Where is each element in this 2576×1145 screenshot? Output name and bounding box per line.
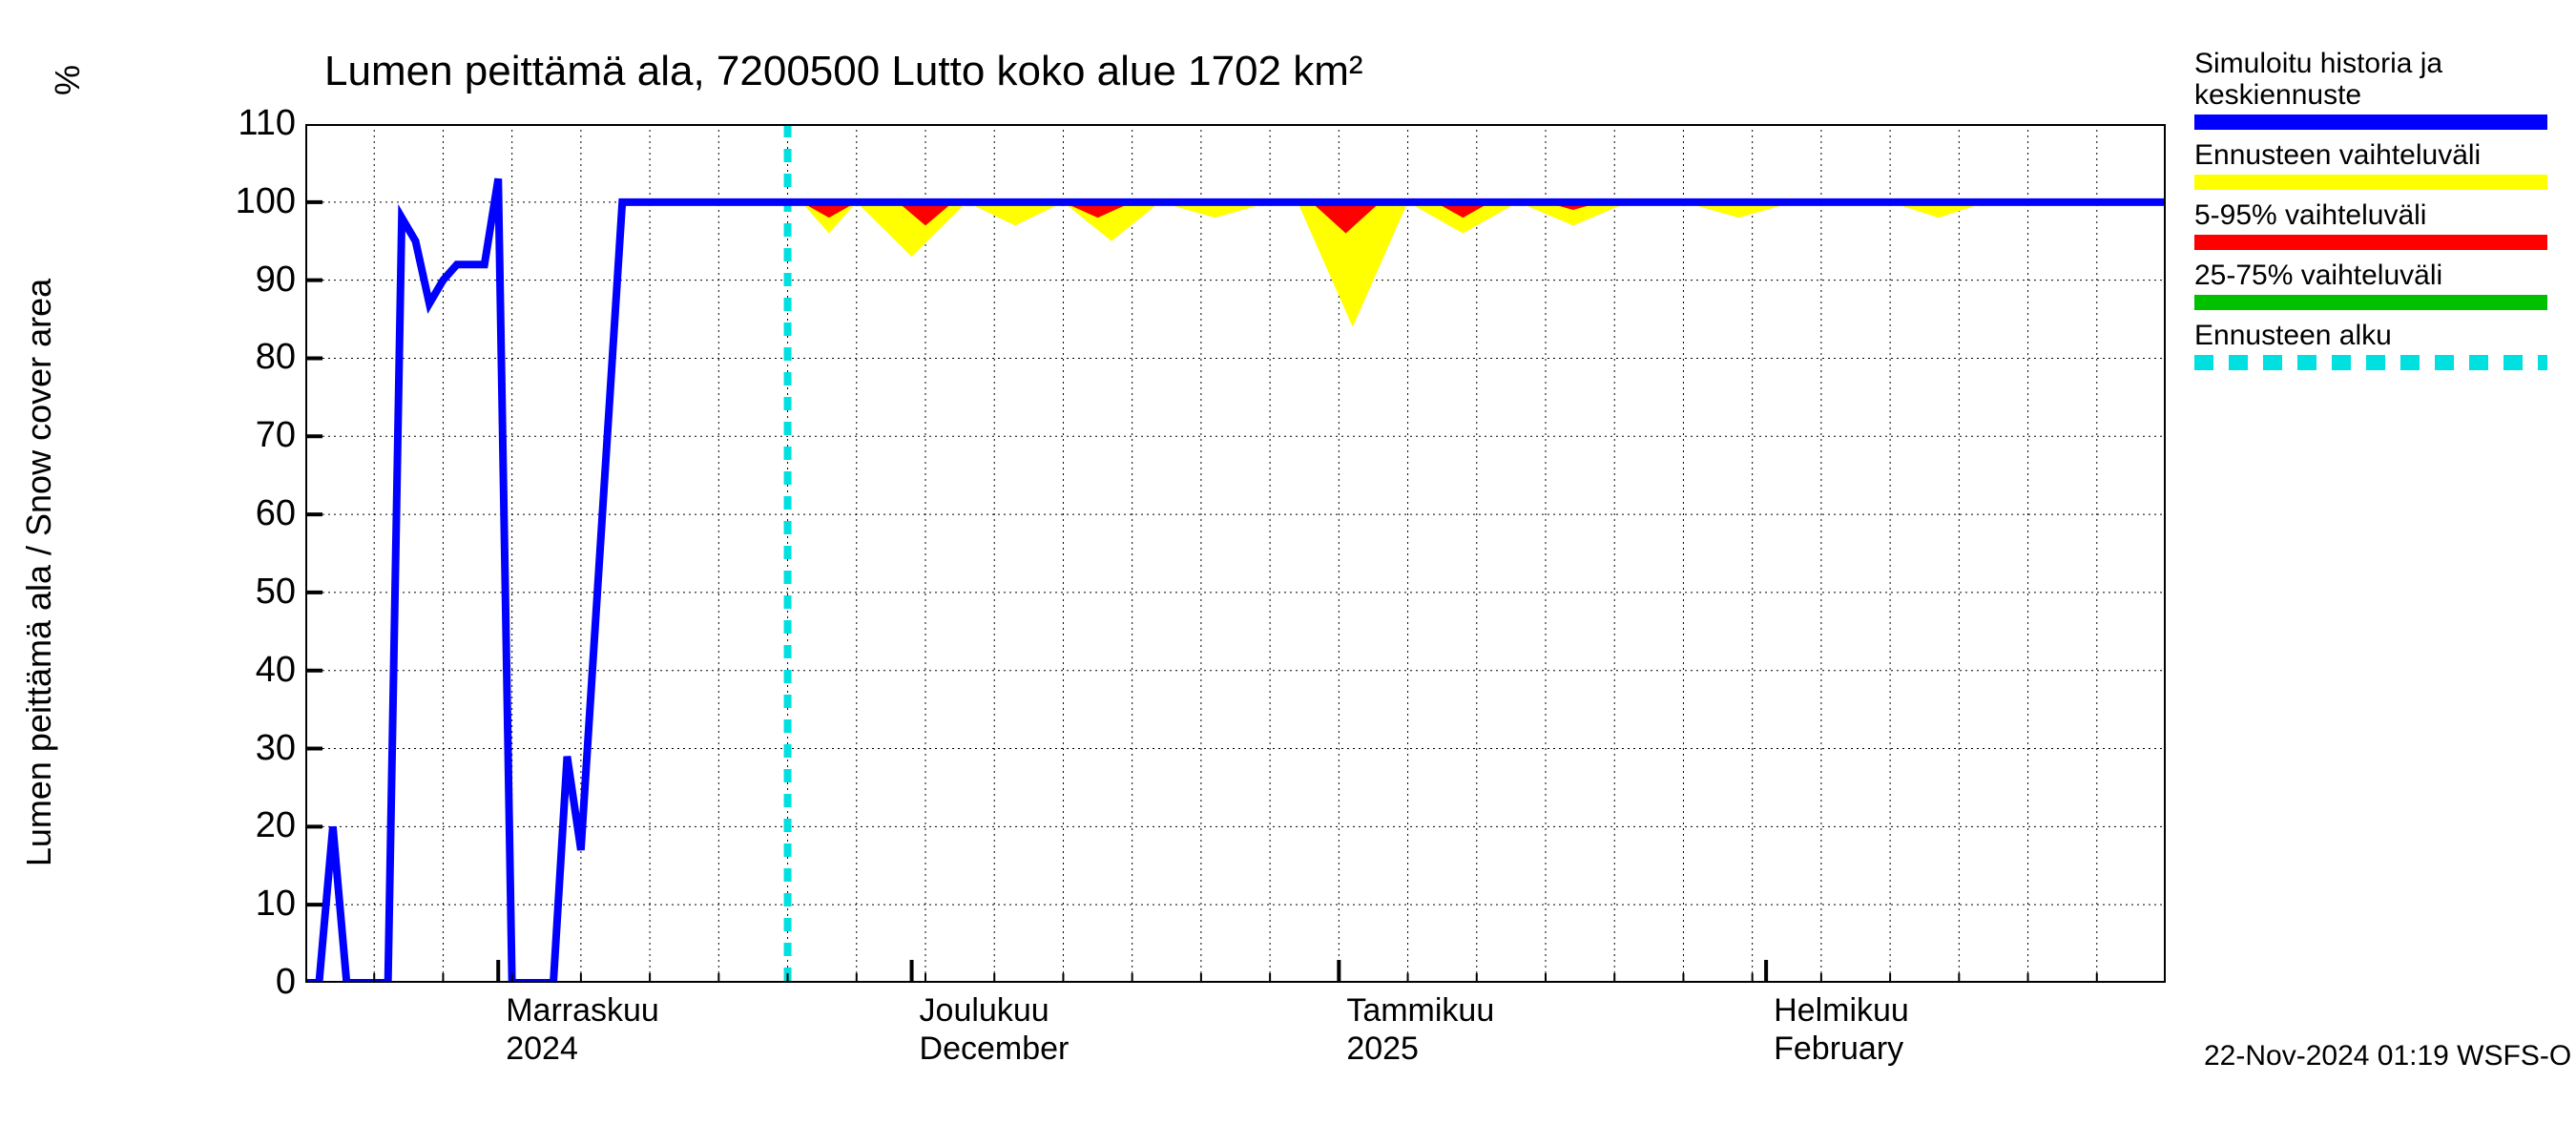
y-tick-label: 10: [210, 884, 296, 925]
legend-item: 25-75% vaihteluväli: [2194, 260, 2557, 310]
y-tick-label: 60: [210, 493, 296, 534]
plot-area: [305, 124, 2166, 983]
x-tick-sublabel: December: [920, 1030, 1070, 1068]
legend-label: Simuloitu historia ja keskiennuste: [2194, 48, 2557, 111]
legend-label: Ennusteen alku: [2194, 320, 2557, 351]
x-tick-sublabel: 2024: [506, 1030, 578, 1068]
y-tick-label: 90: [210, 260, 296, 301]
legend: Simuloitu historia ja keskiennuste Ennust…: [2194, 48, 2557, 380]
x-tick-label: Joulukuu: [920, 992, 1049, 1030]
y-units: %: [48, 65, 88, 95]
legend-item: Ennusteen alku: [2194, 320, 2557, 370]
y-tick-label: 80: [210, 337, 296, 378]
y-tick-label: 70: [210, 415, 296, 456]
y-tick-label: 40: [210, 650, 296, 691]
x-tick-label: Tammikuu: [1346, 992, 1494, 1030]
legend-label: 25-75% vaihteluväli: [2194, 260, 2557, 291]
legend-label: 5-95% vaihteluväli: [2194, 199, 2557, 231]
legend-swatch: [2194, 355, 2547, 370]
y-tick-label: 0: [210, 962, 296, 1003]
chart-container: % Lumen peittämä ala / Snow cover area L…: [0, 0, 2576, 1145]
legend-swatch: [2194, 295, 2547, 310]
x-tick-label: Marraskuu: [506, 992, 659, 1030]
x-tick-sublabel: February: [1774, 1030, 1903, 1068]
legend-swatch: [2194, 114, 2547, 130]
legend-label: Ennusteen vaihteluväli: [2194, 139, 2557, 171]
legend-item: Ennusteen vaihteluväli: [2194, 139, 2557, 190]
y-tick-label: 30: [210, 728, 296, 769]
timestamp: 22-Nov-2024 01:19 WSFS-O: [2204, 1040, 2571, 1072]
legend-swatch: [2194, 175, 2547, 190]
x-tick-sublabel: 2025: [1346, 1030, 1419, 1068]
y-tick-label: 50: [210, 572, 296, 613]
y-tick-label: 20: [210, 805, 296, 846]
legend-item: 5-95% vaihteluväli: [2194, 199, 2557, 250]
plot-svg: [305, 124, 2166, 983]
y-axis-label: Lumen peittämä ala / Snow cover area: [19, 279, 59, 866]
y-tick-label: 110: [210, 103, 296, 144]
legend-item: Simuloitu historia ja keskiennuste: [2194, 48, 2557, 130]
chart-title: Lumen peittämä ala, 7200500 Lutto koko a…: [324, 48, 1363, 95]
y-tick-label: 100: [210, 181, 296, 222]
legend-swatch: [2194, 235, 2547, 250]
x-tick-label: Helmikuu: [1774, 992, 1909, 1030]
